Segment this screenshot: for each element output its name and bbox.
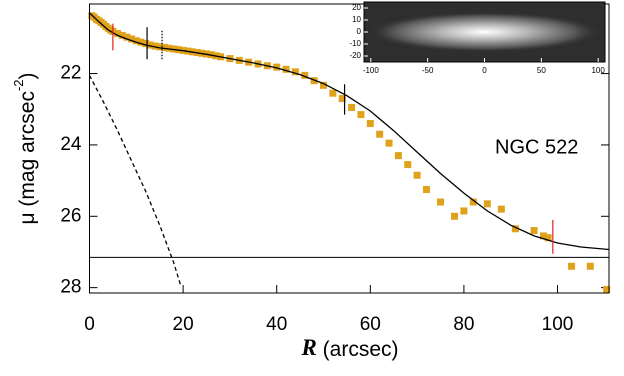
y-label-main: μ (mag arcsec (16, 91, 39, 224)
x-tick-label: 20 (173, 314, 194, 335)
x-label-symbol: R (300, 335, 316, 360)
point (483, 200, 491, 208)
y-tick-label: 22 (60, 63, 81, 84)
point (603, 285, 611, 293)
dashed-line (89, 75, 182, 287)
point (511, 225, 519, 233)
point (151, 42, 159, 50)
inset-x-tick-label: -50 (422, 66, 434, 75)
point (310, 77, 318, 85)
x-tick-label: 40 (266, 314, 287, 335)
point (273, 63, 281, 71)
model-line (89, 12, 609, 251)
point (301, 71, 309, 79)
point (132, 37, 140, 45)
point (282, 65, 290, 73)
point (146, 41, 154, 49)
x-tick-label: 100 (542, 314, 574, 335)
x-tick-label: 80 (453, 314, 474, 335)
point (160, 44, 168, 52)
x-tick-label: 60 (360, 314, 381, 335)
plot-frame (89, 3, 610, 294)
point (469, 198, 477, 206)
point (376, 130, 384, 138)
point (437, 198, 445, 206)
point (385, 139, 393, 147)
point (320, 81, 328, 89)
inset-x-tick-label: -100 (363, 66, 380, 75)
inset-y-tick-label: 20 (352, 3, 361, 12)
y-label-end: ) (16, 72, 39, 79)
point (291, 68, 299, 76)
point (137, 38, 145, 46)
point (165, 44, 173, 52)
point (530, 227, 538, 235)
galaxy (369, 12, 600, 52)
annotation: NGC 522 (495, 136, 578, 158)
x-tick-label: 0 (84, 314, 95, 335)
point (123, 33, 131, 41)
y-label-sup: -2 (11, 79, 26, 91)
inset-y-tick-label: -20 (349, 51, 361, 60)
inset-y-tick-label: 0 (357, 27, 362, 36)
y-tick-label: 28 (60, 277, 81, 298)
point (114, 30, 122, 38)
point (118, 31, 126, 39)
y-tick-label: 24 (60, 134, 82, 155)
point (357, 111, 365, 119)
y-axis-label: μ (mag arcsec-2) (11, 72, 38, 224)
point (460, 207, 468, 215)
point (366, 120, 374, 128)
inset-y-tick-label: -10 (349, 39, 361, 48)
point (142, 40, 150, 48)
point (497, 205, 505, 213)
point (128, 35, 136, 43)
inset-x-tick-label: 0 (482, 66, 487, 75)
point (568, 262, 576, 270)
inset-y-tick-label: 10 (352, 15, 361, 24)
point (413, 171, 421, 179)
point (338, 95, 346, 103)
point (544, 234, 552, 242)
point (586, 262, 594, 270)
point (404, 161, 412, 169)
point (539, 232, 547, 240)
x-label-unit: (arcsec) (317, 338, 399, 361)
point (348, 103, 356, 111)
point (156, 43, 164, 51)
x-axis-label: R (arcsec) (300, 335, 398, 360)
y-tick-label: 26 (60, 205, 81, 226)
inset-x-tick-label: 50 (537, 66, 546, 75)
inset-x-tick-label: 100 (591, 66, 605, 75)
point (394, 152, 402, 160)
point (451, 212, 459, 220)
point (329, 89, 337, 97)
point (422, 186, 430, 194)
